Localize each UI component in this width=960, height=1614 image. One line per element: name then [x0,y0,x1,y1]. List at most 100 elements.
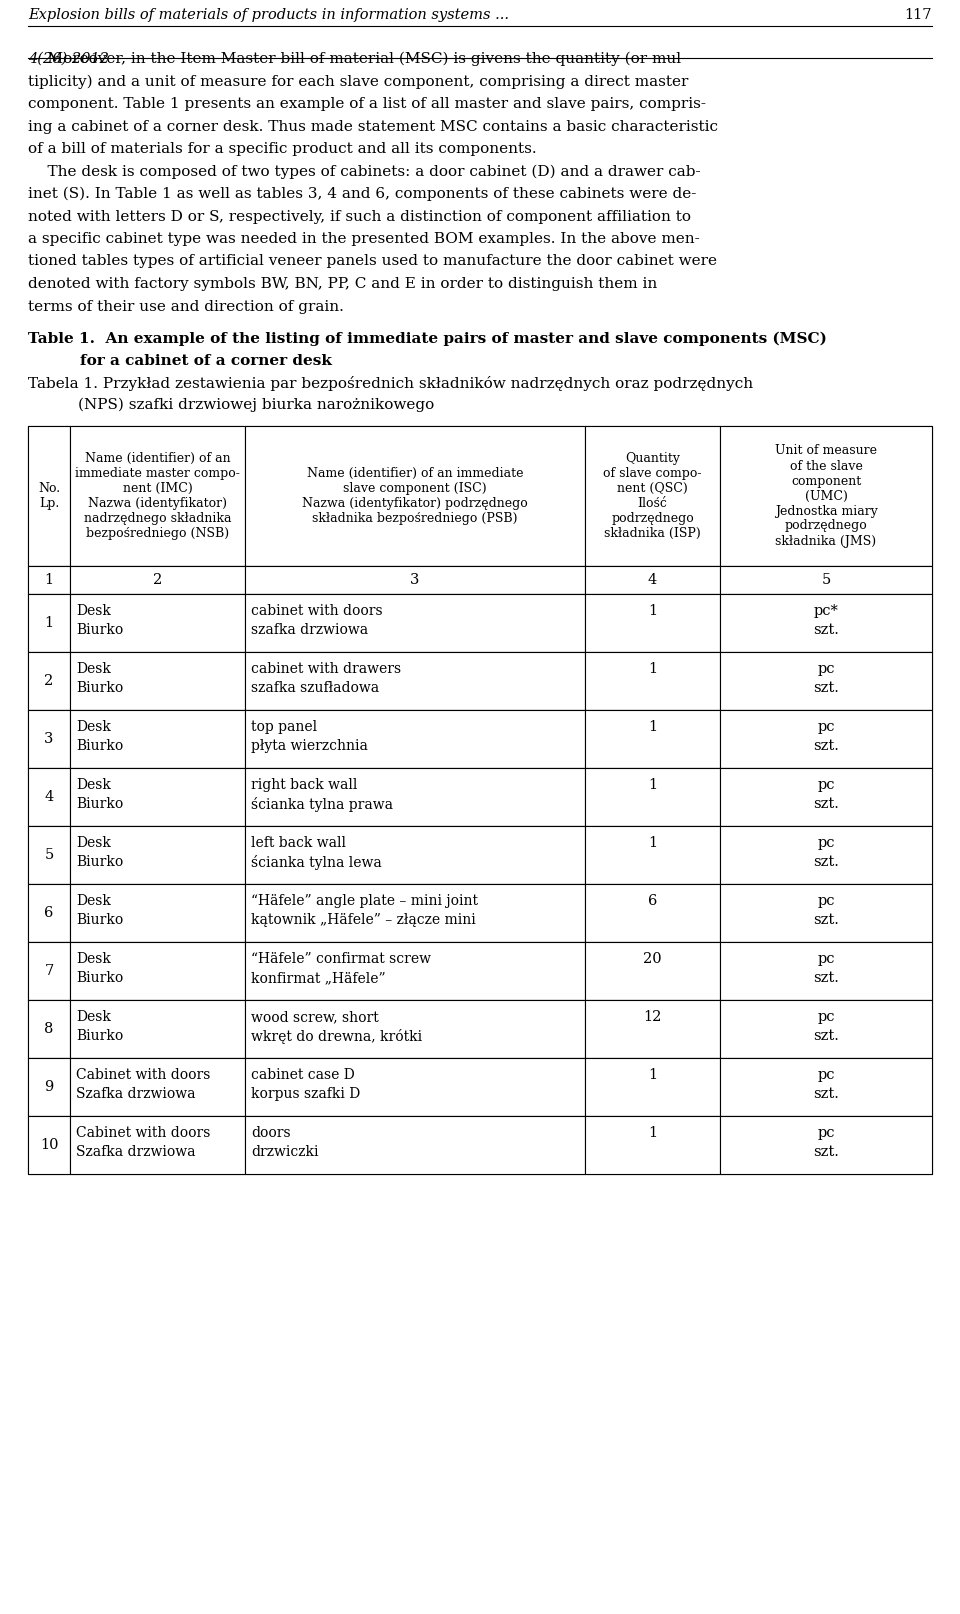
Text: 20: 20 [643,952,661,967]
Text: Desk: Desk [76,604,110,618]
Text: Desk: Desk [76,836,110,851]
Text: 4(26) 2012: 4(26) 2012 [28,52,108,66]
Text: tiplicity) and a unit of measure for each slave component, comprising a direct m: tiplicity) and a unit of measure for eac… [28,74,688,89]
Text: szafka szufładowa: szafka szufładowa [251,681,379,696]
Bar [245,884,585,943]
Bar [720,652,932,710]
Bar [28,567,70,594]
Text: (NPS) szafki drzwiowej biurka narożnikowego: (NPS) szafki drzwiowej biurka narożnikow… [78,399,434,413]
Text: “Häfele” confirmat screw: “Häfele” confirmat screw [251,952,431,967]
Text: Biurko: Biurko [76,797,123,810]
Bar [720,426,932,567]
Text: 9: 9 [44,1080,54,1094]
Text: szt.: szt. [813,797,839,810]
Bar [28,426,932,567]
Bar [720,1059,932,1115]
Bar [245,1059,585,1115]
Text: Szafka drzwiowa: Szafka drzwiowa [76,1144,196,1159]
Text: Biurko: Biurko [76,914,123,926]
Bar [70,567,245,594]
Text: Desk: Desk [76,894,110,909]
Text: ścianka tylna prawa: ścianka tylna prawa [251,797,393,812]
Bar [585,652,720,710]
Bar [245,826,585,884]
Bar [585,826,720,884]
Text: for a cabinet of a corner desk: for a cabinet of a corner desk [80,353,332,368]
Bar [245,768,585,826]
Bar [245,594,585,652]
Text: pc: pc [817,1010,835,1023]
Bar [28,826,70,884]
Bar [720,884,932,943]
Text: szt.: szt. [813,681,839,696]
Bar [585,426,720,567]
Text: Name (identifier) of an immediate
slave component (ISC)
Nazwa (identyfikator) po: Name (identifier) of an immediate slave … [302,466,528,525]
Text: Biurko: Biurko [76,623,123,638]
Bar [585,594,720,652]
Bar [28,1115,932,1173]
Text: Desk: Desk [76,952,110,967]
Bar [585,567,720,594]
Bar [28,1115,70,1173]
Bar [70,826,245,884]
Bar [585,1115,720,1173]
Bar [70,943,245,1001]
Bar [28,1059,932,1115]
Text: płyta wierzchnia: płyta wierzchnia [251,739,368,754]
Text: The desk is composed of two types of cabinets: a door cabinet (D) and a drawer c: The desk is composed of two types of cab… [28,165,701,179]
Bar [70,594,245,652]
Bar [70,1001,245,1059]
Text: Biurko: Biurko [76,739,123,754]
Bar [245,1001,585,1059]
Bar [585,710,720,768]
Text: 5: 5 [822,573,830,587]
Text: 4: 4 [648,573,658,587]
Bar [28,1001,932,1059]
Text: Szafka drzwiowa: Szafka drzwiowa [76,1086,196,1101]
Text: szt.: szt. [813,972,839,985]
Text: terms of their use and direction of grain.: terms of their use and direction of grai… [28,300,344,313]
Text: 3: 3 [410,573,420,587]
Bar [720,768,932,826]
Text: 7: 7 [44,964,54,978]
Bar [70,768,245,826]
Text: of a bill of materials for a specific product and all its components.: of a bill of materials for a specific pr… [28,142,537,157]
Bar [70,426,245,567]
Text: No.
Lp.: No. Lp. [38,483,60,510]
Text: szt.: szt. [813,914,839,926]
Text: ing a cabinet of a corner desk. Thus made statement MSC contains a basic charact: ing a cabinet of a corner desk. Thus mad… [28,119,718,134]
Bar [585,1059,720,1115]
Text: Desk: Desk [76,662,110,676]
Bar [245,652,585,710]
Bar [28,652,70,710]
Text: top panel: top panel [251,720,317,734]
Text: pc: pc [817,662,835,676]
Bar [720,1115,932,1173]
Text: 2: 2 [153,573,162,587]
Text: 2: 2 [44,675,54,688]
Bar [28,884,70,943]
Text: korpus szafki D: korpus szafki D [251,1086,360,1101]
Text: noted with letters D or S, respectively, if such a distinction of component affi: noted with letters D or S, respectively,… [28,210,691,223]
Bar [70,1115,245,1173]
Text: 1: 1 [648,662,657,676]
Bar [70,652,245,710]
Text: Desk: Desk [76,720,110,734]
Text: Desk: Desk [76,1010,110,1023]
Bar [28,594,70,652]
Text: pc: pc [817,952,835,967]
Text: drzwiczki: drzwiczki [251,1144,319,1159]
Text: cabinet with doors: cabinet with doors [251,604,383,618]
Text: szt.: szt. [813,739,839,754]
Text: component. Table 1 presents an example of a list of all master and slave pairs, : component. Table 1 presents an example o… [28,97,706,111]
Text: pc: pc [817,836,835,851]
Bar [245,1115,585,1173]
Bar [28,710,932,768]
Text: Biurko: Biurko [76,855,123,868]
Text: konfirmat „Häfele”: konfirmat „Häfele” [251,972,386,985]
Text: pc: pc [817,894,835,909]
Text: 1: 1 [44,573,54,587]
Bar [28,943,932,1001]
Text: 8: 8 [44,1022,54,1036]
Bar [28,768,70,826]
